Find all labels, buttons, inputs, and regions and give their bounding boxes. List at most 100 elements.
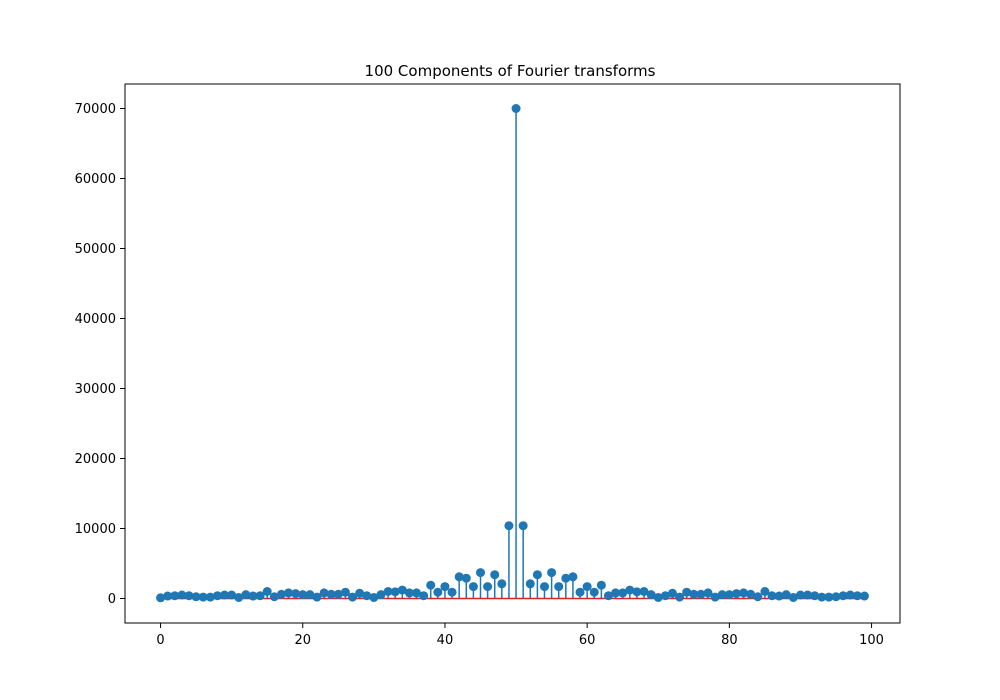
data-point: [852, 591, 862, 601]
data-point: [369, 592, 379, 602]
data-point: [504, 521, 514, 531]
data-point: [298, 590, 308, 600]
data-point: [426, 580, 436, 590]
data-point: [419, 591, 429, 601]
data-point: [397, 585, 407, 595]
data-point: [803, 590, 813, 600]
data-point: [596, 580, 606, 590]
data-point: [163, 591, 173, 601]
data-point: [255, 591, 265, 601]
data-point: [582, 582, 592, 592]
data-point: [817, 592, 827, 602]
data-point: [746, 589, 756, 599]
y-tick-label: 0: [108, 592, 116, 607]
data-point: [362, 591, 372, 601]
data-point: [739, 588, 749, 598]
data-point: [170, 591, 180, 601]
data-point: [575, 587, 585, 597]
plot-area: [156, 104, 869, 603]
y-tick-label: 50000: [75, 242, 116, 257]
data-point: [205, 592, 215, 602]
y-tick-label: 20000: [75, 452, 116, 467]
data-point: [824, 592, 834, 602]
data-point: [227, 590, 237, 600]
data-point: [333, 589, 343, 599]
data-point: [355, 588, 365, 598]
data-point: [326, 589, 336, 599]
data-point: [689, 589, 699, 599]
data-point: [859, 591, 869, 601]
data-point: [433, 587, 443, 597]
y-tick-label: 30000: [75, 382, 116, 397]
x-tick-label: 0: [156, 633, 164, 648]
data-point: [703, 588, 713, 598]
data-point: [312, 592, 322, 602]
data-point: [603, 591, 613, 601]
x-tick-label: 20: [294, 633, 311, 648]
data-point: [276, 589, 286, 599]
data-point: [305, 590, 315, 600]
data-point: [490, 570, 500, 580]
data-point: [284, 588, 294, 598]
data-point: [212, 591, 222, 601]
y-axis: 0 10000 20000 30000 40000 50000 60000 70000: [75, 102, 125, 607]
data-point: [561, 573, 571, 583]
data-point: [376, 590, 386, 600]
data-point: [248, 591, 258, 601]
x-tick-label: 80: [721, 633, 738, 648]
x-tick-label: 40: [437, 633, 454, 648]
data-point: [845, 590, 855, 600]
data-point: [795, 590, 805, 600]
data-point: [568, 572, 578, 582]
data-point: [611, 588, 621, 598]
data-point: [618, 588, 628, 598]
data-point: [340, 587, 350, 597]
data-point: [383, 587, 393, 596]
data-point: [753, 592, 763, 602]
data-point: [625, 585, 635, 595]
data-point: [682, 587, 692, 597]
data-point: [653, 592, 663, 602]
data-point: [660, 591, 670, 601]
data-point: [675, 592, 685, 602]
data-point: [589, 587, 599, 597]
x-tick-label: 100: [859, 633, 884, 648]
data-point: [291, 589, 301, 599]
data-point: [547, 568, 557, 578]
data-point: [461, 573, 471, 583]
y-tick-label: 70000: [75, 102, 116, 117]
data-point: [483, 582, 493, 592]
data-point: [518, 521, 528, 531]
data-point: [788, 592, 798, 602]
data-point: [632, 587, 642, 597]
y-tick-label: 10000: [75, 522, 116, 537]
data-point: [468, 582, 478, 592]
data-point: [262, 587, 272, 596]
data-point: [731, 589, 741, 599]
data-point: [554, 582, 564, 592]
data-point: [767, 591, 777, 601]
data-point: [198, 592, 208, 602]
data-point: [497, 579, 507, 589]
data-point: [781, 590, 791, 600]
data-point: [156, 593, 166, 603]
data-point: [525, 579, 535, 589]
data-point: [269, 592, 279, 602]
x-tick-label: 60: [579, 633, 596, 648]
data-point: [639, 587, 649, 596]
data-point: [412, 588, 422, 598]
data-point: [440, 582, 450, 592]
data-point: [831, 592, 841, 602]
data-point: [447, 587, 457, 597]
data-point: [390, 587, 400, 597]
data-point: [454, 572, 464, 582]
y-tick-label: 40000: [75, 312, 116, 327]
data-point: [532, 570, 542, 580]
data-point: [191, 592, 201, 602]
data-point: [319, 588, 329, 598]
data-point: [838, 591, 848, 601]
data-point: [539, 582, 549, 592]
data-point: [774, 591, 784, 601]
data-point: [220, 590, 230, 600]
